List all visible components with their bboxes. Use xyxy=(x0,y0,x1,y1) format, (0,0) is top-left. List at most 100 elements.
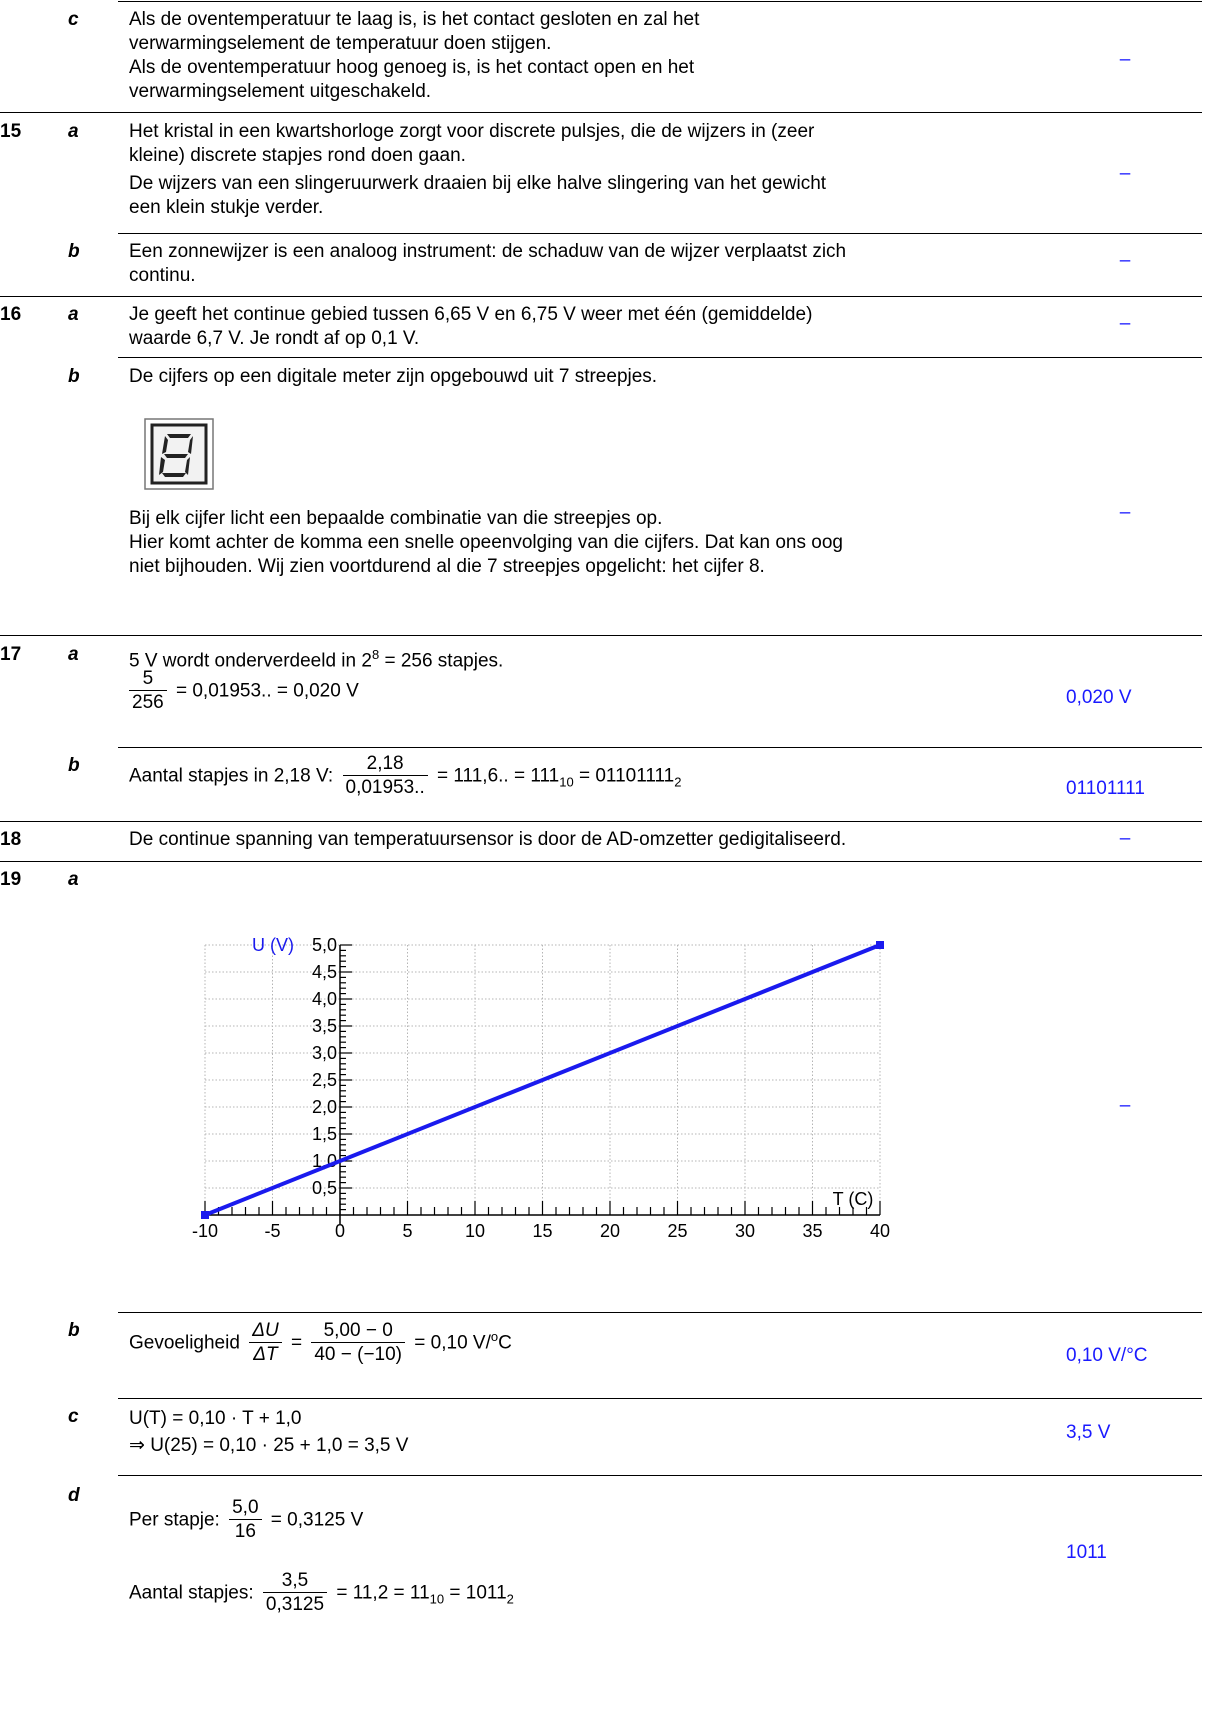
data-point xyxy=(201,1211,209,1219)
rule-17b xyxy=(118,747,1202,748)
text-line: Bij elk cijfer licht een bepaalde combin… xyxy=(129,508,663,529)
text-line: De wijzers van een slingeruurwerk draaie… xyxy=(129,173,827,194)
equation-text: = 0,01953.. = 0,020 V xyxy=(170,680,359,702)
letter-16b: b xyxy=(68,366,80,387)
answer-17a: 0,020 V xyxy=(1066,687,1132,708)
y-tick-label: 2,5 xyxy=(312,1070,337,1090)
data-point xyxy=(876,941,884,949)
fraction: 5 256 xyxy=(129,668,167,715)
y-tick-label: 3,5 xyxy=(312,1016,337,1036)
rule-15b xyxy=(118,233,1202,234)
denominator: 256 xyxy=(132,692,164,713)
letter-19b: b xyxy=(68,1320,80,1341)
text-line: verwarmingselement uitgeschakeld. xyxy=(129,81,432,102)
letter-19a: a xyxy=(68,869,79,890)
rule-19b xyxy=(118,1312,1202,1313)
fraction: 5,0 16 xyxy=(229,1497,262,1544)
number-16: 16 xyxy=(0,304,22,325)
denominator: 0,01953.. xyxy=(345,777,425,798)
answer-19c: 3,5 V xyxy=(1066,1422,1111,1443)
answer-19d: 1011 xyxy=(1066,1542,1107,1563)
text-16b: Bij elk cijfer licht een bepaalde combin… xyxy=(129,507,1049,579)
y-tick-label: 2,0 xyxy=(312,1097,337,1117)
number-18: 18 xyxy=(0,829,22,850)
equation-text: = 0,3125 V xyxy=(265,1509,364,1531)
text-line: waarde 6,7 V. Je rondt af op 0,1 V. xyxy=(129,328,420,349)
number-17: 17 xyxy=(0,644,22,665)
equation-text: = 01101111 xyxy=(573,765,675,787)
text-line: Hier komt achter de komma een snelle ope… xyxy=(129,532,843,553)
text-15a: Het kristal in een kwartshorloge zorgt v… xyxy=(129,120,1049,220)
denominator: 0,3125 xyxy=(265,1594,325,1615)
letter-17b: b xyxy=(68,755,80,776)
exponent: 8 xyxy=(371,647,380,662)
subscript: 2 xyxy=(506,1591,514,1607)
text-14c: Als de oventemperatuur te laag is, is he… xyxy=(129,8,1049,104)
numerator: 5,0 xyxy=(229,1497,262,1520)
equation-line: ⇒ U(25) = 0,10 · 25 + 1,0 = 3,5 V xyxy=(129,1435,409,1456)
letter-19d: d xyxy=(68,1485,80,1506)
text-line: Als de oventemperatuur te laag is, is he… xyxy=(129,9,700,30)
x-tick-label: -5 xyxy=(264,1221,280,1241)
x-tick-label: -10 xyxy=(192,1221,218,1241)
x-tick-label: 15 xyxy=(532,1221,552,1241)
letter-17a: a xyxy=(68,644,79,665)
formula-17b: Aantal stapjes in 2,18 V: 2,18 0,01953..… xyxy=(129,753,1059,800)
x-tick-label: 0 xyxy=(335,1221,345,1241)
formula-19b: Gevoeligheid ΔU ΔT = 5,00 − 0 40 − (−10)… xyxy=(129,1320,512,1365)
y-tick-label: 4,5 xyxy=(312,962,337,982)
rule-17 xyxy=(0,635,1202,636)
x-tick-label: 10 xyxy=(465,1221,485,1241)
text-part: Gevoeligheid xyxy=(129,1332,240,1354)
text-line: kleine) discrete stapjes rond doen gaan. xyxy=(129,145,466,166)
denominator: 16 xyxy=(234,1521,256,1542)
y-tick-label: 1,5 xyxy=(312,1124,337,1144)
x-axis-label: T (C) xyxy=(833,1189,874,1209)
equation-text: = 1011 xyxy=(444,1582,507,1604)
x-tick-label: 40 xyxy=(870,1221,890,1241)
text-line: Je geeft het continue gebied tussen 6,65… xyxy=(129,304,813,325)
numerator: 3,5 xyxy=(262,1570,328,1593)
formula-19d-1: Per stapje: 5,0 16 = 0,3125 V xyxy=(129,1497,1049,1544)
text-line: Het kristal in een kwartshorloge zorgt v… xyxy=(129,121,815,142)
rule-18 xyxy=(0,821,1202,822)
answer-19b: 0,10 V/°C xyxy=(1066,1345,1148,1366)
denominator: 40 − (−10) xyxy=(314,1344,402,1365)
answer-19a: – xyxy=(1119,1095,1131,1116)
answer-15a: – xyxy=(1119,163,1131,184)
text-line: Een zonnewijzer is een analoog instrumen… xyxy=(129,241,847,262)
x-tick-label: 30 xyxy=(735,1221,755,1241)
number-15: 15 xyxy=(0,121,22,142)
x-tick-label: 35 xyxy=(802,1221,822,1241)
voltage-temperature-chart: -10 -5 0 5 10 15 20 25 30 35 400,51,01,52,02,53,03… xyxy=(192,935,890,1241)
letter-19c: c xyxy=(68,1406,79,1427)
rule-19c xyxy=(118,1398,1202,1399)
text-part: Aantal stapjes in 2,18 V: xyxy=(129,765,334,787)
numerator: 2,18 xyxy=(342,753,428,776)
equation-text: = 111,6.. = 111 xyxy=(431,765,560,787)
rule-top xyxy=(118,1,1202,2)
equation-text: = 0,10 V/ xyxy=(409,1332,491,1354)
text-part: = 256 stapjes. xyxy=(379,650,504,672)
y-axis-label: U (V) xyxy=(252,935,294,955)
answer-14c: – xyxy=(1119,49,1131,70)
text-part: 5 V wordt onderverdeeld in 2 xyxy=(129,650,372,672)
x-tick-label: 25 xyxy=(667,1221,687,1241)
formula-19d-2: Aantal stapjes: 3,5 0,3125 = 11,2 = 1110… xyxy=(129,1570,1049,1617)
formula-17a: 5 256 = 0,01953.. = 0,020 V xyxy=(125,668,1045,715)
text-18: De continue spanning van temperatuursens… xyxy=(129,829,847,850)
text-line: niet bijhouden. Wij zien voortdurend al … xyxy=(129,556,765,577)
numerator: ΔU xyxy=(249,1320,282,1343)
subscript: 10 xyxy=(559,774,574,790)
rule-19d xyxy=(118,1475,1202,1476)
equation-line: U(T) = 0,10 · T + 1,0 xyxy=(129,1408,302,1429)
y-tick-label: 3,0 xyxy=(312,1043,337,1063)
text-line: verwarmingselement de temperatuur doen s… xyxy=(129,33,552,54)
text-line: continu. xyxy=(129,265,196,286)
text-part: Per stapje: xyxy=(129,1509,220,1531)
seven-segment-display-icon xyxy=(144,418,214,490)
fraction: 3,5 0,3125 xyxy=(262,1570,328,1617)
y-tick-label: 5,0 xyxy=(312,935,337,955)
number-19: 19 xyxy=(0,869,22,890)
denominator: ΔT xyxy=(253,1344,278,1365)
